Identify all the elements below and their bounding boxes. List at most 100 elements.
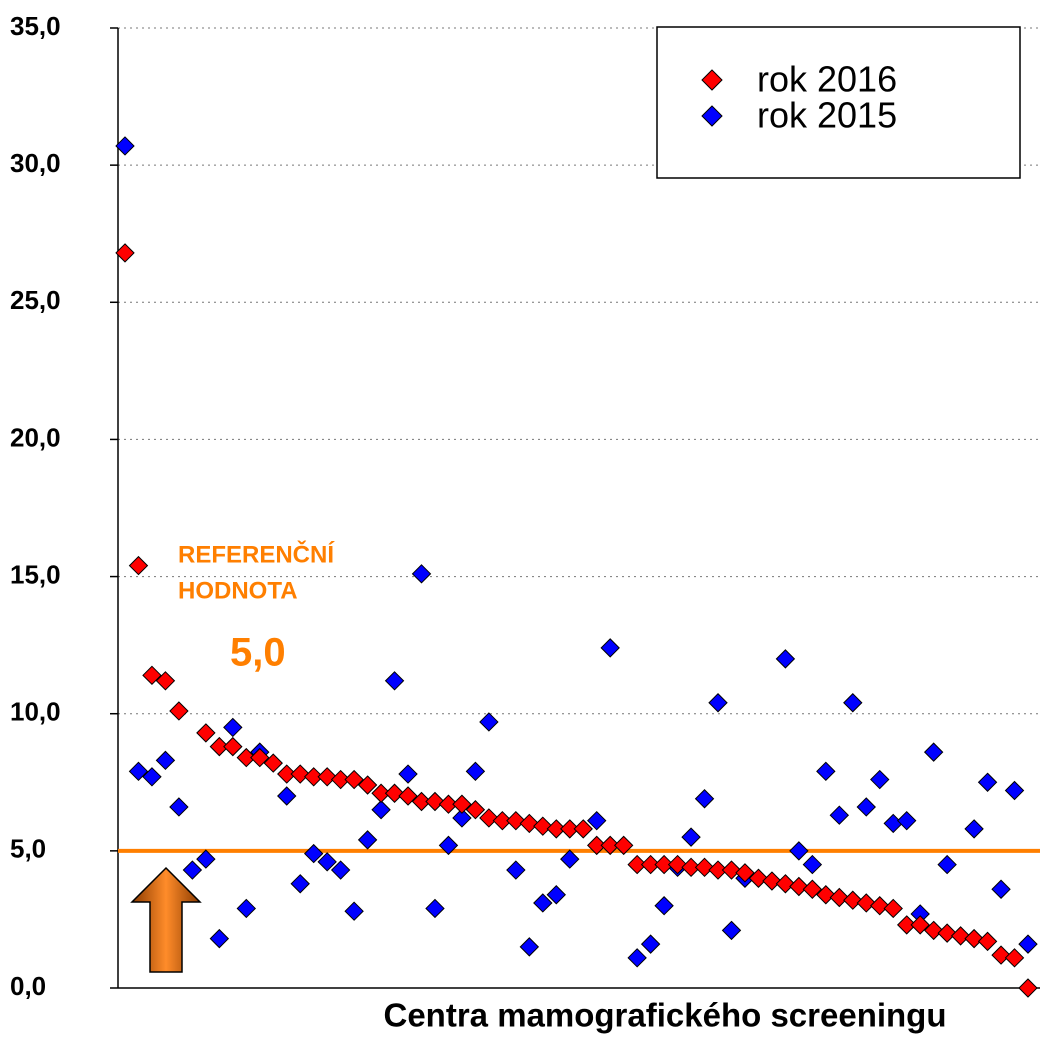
data-point: [748, 868, 769, 888]
data-point: [155, 750, 176, 771]
data-point: [896, 915, 917, 935]
data-point: [681, 857, 701, 878]
data-point: [829, 805, 850, 825]
data-point: [533, 893, 553, 913]
data-point: [775, 649, 796, 669]
data-point: [977, 772, 998, 792]
data-point: [613, 835, 634, 856]
data-point: [681, 827, 701, 847]
data-point: [398, 786, 418, 806]
data-point: [115, 136, 135, 156]
data-point: [654, 896, 674, 916]
data-point: [896, 810, 917, 831]
data-point: [128, 761, 149, 782]
data-point: [519, 813, 540, 834]
y-tick-label: 35,0: [10, 11, 61, 41]
data-point: [465, 800, 486, 820]
data-point: [829, 887, 850, 908]
data-point: [640, 934, 661, 954]
data-point: [600, 638, 620, 658]
data-point: [425, 898, 445, 919]
reference-text: HODNOTA: [178, 577, 298, 604]
data-point: [492, 810, 513, 831]
data-point: [1018, 934, 1038, 954]
data-point: [357, 775, 378, 795]
data-point: [452, 794, 472, 814]
data-point: [519, 937, 540, 957]
legend-label: rok 2015: [757, 95, 897, 136]
data-point: [303, 843, 324, 864]
data-point: [573, 819, 593, 839]
data-point: [856, 797, 876, 817]
data-point: [452, 808, 472, 828]
data-point: [977, 931, 998, 952]
data-point: [654, 854, 674, 875]
legend-marker: [701, 69, 723, 91]
data-point: [640, 854, 661, 875]
reference-arrow: [130, 866, 202, 973]
data-point: [708, 860, 728, 880]
data-point: [870, 896, 890, 916]
data-point: [789, 876, 809, 897]
reference-value-label: 5,0: [230, 631, 286, 675]
data-point: [155, 671, 176, 691]
data-point: [1018, 978, 1038, 998]
data-point: [506, 860, 526, 880]
data-point: [923, 742, 944, 762]
data-point: [344, 901, 364, 921]
data-point: [438, 794, 459, 814]
data-point: [371, 800, 391, 820]
y-tick-label: 10,0: [10, 697, 61, 727]
data-point: [384, 671, 405, 691]
data-point: [209, 928, 230, 949]
data-point: [411, 564, 432, 584]
reference-text: REFERENČNÍ: [178, 540, 335, 568]
data-point: [344, 769, 364, 790]
data-point: [708, 693, 728, 713]
data-point: [290, 874, 310, 894]
data-point: [277, 786, 297, 806]
data-point: [937, 923, 957, 943]
data-point: [169, 701, 189, 721]
data-point: [802, 854, 823, 875]
data-point: [303, 767, 324, 787]
data-point: [398, 764, 418, 784]
data-point: [923, 920, 944, 941]
data-point: [600, 835, 620, 856]
data-point: [142, 665, 162, 686]
data-point: [964, 819, 984, 839]
data-point: [479, 808, 499, 828]
data-point: [223, 717, 243, 738]
data-point: [937, 854, 957, 875]
data-point: [425, 791, 445, 812]
data-point: [721, 920, 742, 941]
data-point: [330, 860, 351, 880]
data-point: [277, 764, 297, 784]
data-point: [371, 783, 391, 803]
data-point: [263, 753, 283, 773]
y-tick-label: 15,0: [10, 559, 61, 589]
data-point: [317, 852, 337, 872]
data-point: [411, 791, 432, 812]
data-point: [560, 819, 580, 839]
data-point: [196, 723, 216, 743]
y-tick-label: 0,0: [10, 971, 46, 1001]
data-point: [991, 879, 1011, 899]
data-point: [223, 736, 243, 757]
data-point: [209, 736, 230, 757]
data-point: [479, 712, 499, 732]
y-tick-label: 20,0: [10, 422, 61, 452]
legend-label: rok 2016: [757, 59, 897, 100]
data-point: [236, 747, 257, 768]
data-point: [816, 885, 836, 905]
x-axis-title: Centra mamografického screeningu: [384, 997, 947, 1034]
data-point: [128, 555, 149, 576]
data-point: [991, 945, 1011, 965]
data-point: [721, 860, 742, 880]
data-point: [627, 854, 647, 875]
data-point: [870, 769, 890, 790]
data-point: [883, 813, 903, 834]
data-point: [843, 890, 863, 910]
data-point: [250, 747, 270, 768]
